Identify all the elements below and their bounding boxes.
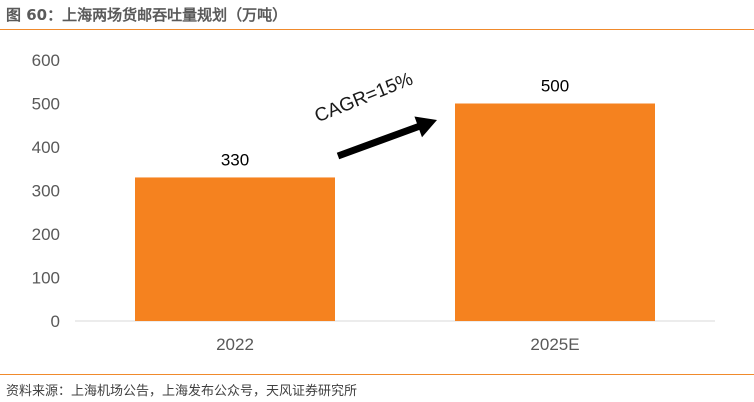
cagr-arrow-shaft (336, 122, 422, 160)
y-tick-label: 500 (32, 95, 60, 114)
y-tick-label: 600 (32, 51, 60, 70)
data-label: 500 (541, 77, 569, 96)
y-tick-label: 100 (32, 269, 60, 288)
y-tick-label: 400 (32, 138, 60, 157)
data-label: 330 (221, 150, 249, 169)
cagr-annotation-text: CAGR=15% (312, 69, 416, 127)
source-divider (0, 374, 754, 375)
x-tick-label: 2025E (530, 335, 579, 354)
y-tick-label: 200 (32, 225, 60, 244)
figure-source: 资料来源：上海机场公告，上海发布公众号，天风证券研究所 (6, 384, 358, 399)
y-tick-label: 300 (32, 182, 60, 201)
figure-title: 图 60：上海两场货邮吞吐量规划（万吨） (6, 6, 288, 24)
bar (455, 103, 655, 321)
bar (135, 177, 335, 321)
x-tick-label: 2022 (216, 335, 254, 354)
y-tick-label: 0 (51, 312, 60, 331)
title-divider (0, 29, 754, 30)
cagr-arrow-head (414, 116, 437, 138)
